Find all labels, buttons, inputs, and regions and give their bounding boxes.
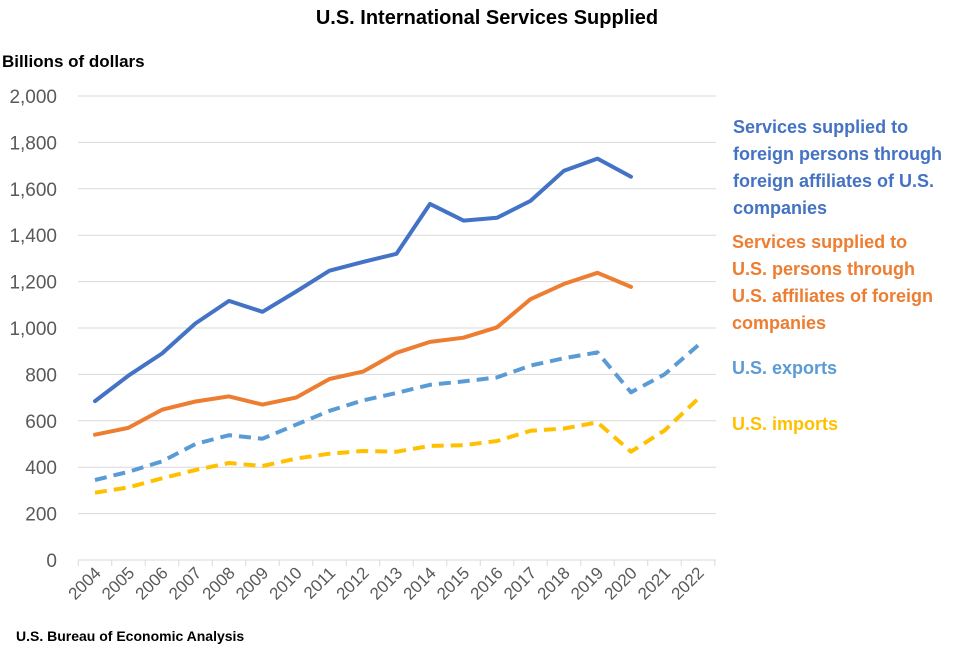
y-tick-label: 800 (25, 365, 57, 386)
x-tick-label: 2004 (65, 563, 105, 603)
x-tick-label: 2012 (333, 563, 373, 603)
x-tick-label: 2009 (232, 563, 272, 603)
y-tick-label: 1,200 (9, 273, 57, 294)
series-line-2 (93, 270, 633, 437)
y-tick-label: 1,400 (9, 226, 57, 247)
x-tick-label: 2013 (366, 563, 406, 603)
gridlines (78, 95, 716, 561)
y-axis-label: Billions of dollars (2, 52, 145, 71)
legend: Services supplied to foreign persons thro… (732, 117, 942, 434)
series-line-4 (94, 397, 700, 495)
x-tick-label: 2010 (266, 563, 306, 603)
y-tick-label: 0 (46, 551, 57, 572)
y-tick-label: 1,600 (9, 180, 57, 201)
y-tick-label: 400 (25, 458, 57, 479)
legend-entry-1: Services supplied to foreign persons thro… (733, 117, 942, 218)
series-line-1 (93, 156, 633, 404)
x-tick-label: 2015 (433, 563, 473, 603)
x-tick-label: 2022 (668, 563, 708, 603)
x-tick-label: 2021 (634, 563, 674, 603)
source-note: U.S. Bureau of Economic Analysis (16, 628, 244, 644)
x-tick-label: 2018 (534, 563, 574, 603)
x-axis-ticks: 2004200520062007200820092010201120122013… (65, 560, 716, 604)
x-tick-label: 2016 (467, 563, 507, 603)
legend-entry-3: U.S. exports (732, 358, 837, 378)
x-tick-label: 2019 (567, 563, 607, 603)
x-tick-label: 2014 (400, 563, 440, 603)
x-tick-label: 2007 (165, 563, 205, 603)
x-tick-label: 2020 (601, 563, 641, 603)
series-line-3 (94, 343, 700, 482)
y-tick-label: 1,000 (9, 319, 57, 340)
y-tick-label: 1,800 (9, 133, 57, 154)
x-tick-label: 2017 (500, 563, 540, 603)
y-axis-ticks: 0 200 400 600 800 1,000 1,200 1,400 1,600 1,800 2,… (9, 87, 57, 572)
legend-entry-2: Services supplied to U.S. persons through… (732, 232, 933, 333)
y-tick-label: 600 (25, 412, 57, 433)
chart-title: U.S. International Services Supplied (316, 7, 658, 29)
legend-entry-4: U.S. imports (732, 414, 838, 434)
x-tick-label: 2005 (98, 563, 138, 603)
x-tick-label: 2011 (300, 563, 339, 602)
y-tick-label: 200 (25, 505, 57, 526)
x-tick-label: 2006 (132, 563, 172, 603)
series-lines (93, 156, 700, 495)
y-tick-label: 2,000 (9, 87, 57, 108)
x-tick-label: 2008 (199, 563, 239, 603)
